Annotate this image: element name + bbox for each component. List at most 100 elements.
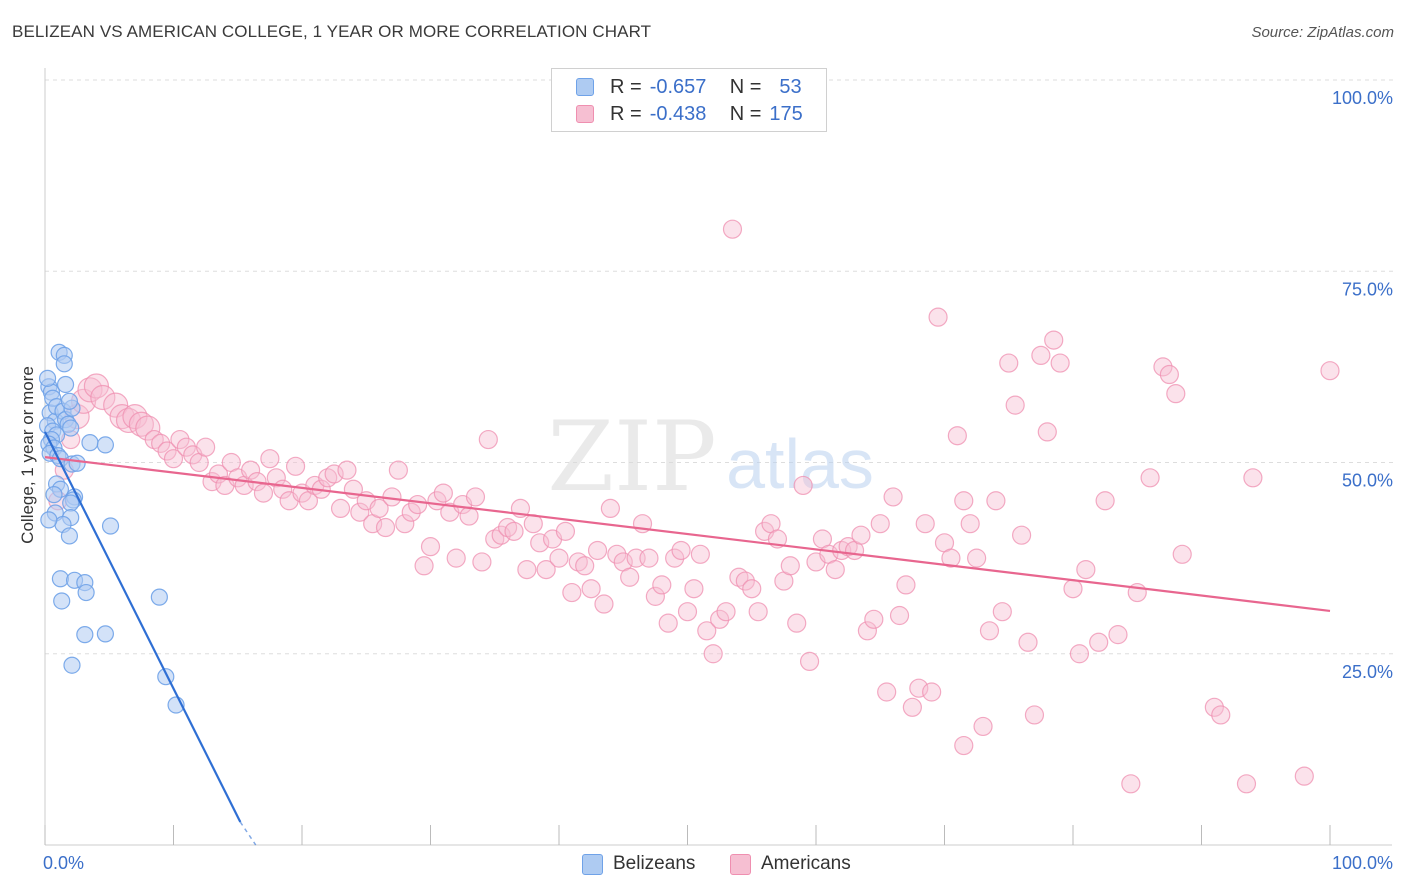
american-point [607, 544, 627, 564]
y-tick-label: 75.0% [1342, 279, 1393, 299]
american-point [1204, 697, 1224, 717]
belizean-point [77, 583, 95, 602]
belizean-point [38, 369, 57, 387]
chart-title: BELIZEAN VS AMERICAN COLLEGE, 1 YEAR OR … [12, 22, 652, 41]
american-point [877, 682, 897, 702]
american-point [1159, 364, 1179, 385]
american-point [1140, 468, 1160, 488]
american-point [1076, 559, 1096, 580]
belizean-point [45, 486, 63, 504]
n-value: 53 [779, 75, 802, 98]
belizean-point [96, 436, 114, 454]
american-point [902, 697, 922, 717]
american-point [536, 559, 556, 580]
belizean-point [53, 592, 71, 610]
american-point [864, 609, 884, 629]
y-tick-label: 50.0% [1342, 471, 1393, 491]
belizean-point [96, 625, 114, 643]
belizeans-trendline [44, 431, 242, 823]
american-point [388, 460, 408, 480]
american-point [1294, 766, 1314, 786]
american-point [324, 464, 344, 484]
american-point [465, 487, 486, 507]
american-point [369, 498, 389, 518]
american-point [581, 579, 601, 599]
legend-row-belizeans: R = -0.657 N = 53 [576, 75, 802, 99]
american-point [1037, 422, 1057, 442]
american-point [780, 556, 800, 576]
american-point [915, 514, 935, 534]
r-label: R = [610, 75, 642, 98]
american-point [260, 449, 280, 469]
american-point [825, 559, 845, 580]
american-point [735, 571, 755, 591]
americans-legend-swatch [730, 853, 751, 875]
american-point [1211, 705, 1231, 725]
belizeans-trendline-extension [239, 821, 257, 846]
legend-item-belizeans: Belizeans [582, 852, 695, 876]
american-point [196, 437, 216, 457]
american-point [922, 682, 942, 702]
american-point [960, 514, 980, 534]
y-tick-label: 100.0% [1332, 88, 1393, 108]
belizeans-swatch [576, 78, 594, 96]
american-point [665, 548, 685, 568]
american-point [555, 521, 576, 541]
trendlines [44, 431, 1331, 846]
american-point [857, 621, 878, 641]
american-point [979, 621, 1000, 641]
american-point [703, 644, 723, 664]
american-point [716, 602, 736, 622]
n-label: N = [729, 75, 762, 98]
belizean-point [40, 511, 58, 529]
american-point [330, 498, 351, 518]
american-point [491, 525, 511, 545]
belizean-point [81, 434, 99, 452]
american-point [504, 521, 524, 541]
american-point [517, 559, 537, 580]
american-point [1166, 384, 1186, 404]
american-point [433, 483, 453, 503]
american-point [1320, 361, 1340, 381]
american-point [266, 468, 286, 488]
american-point [999, 353, 1019, 373]
american-point [1005, 395, 1025, 415]
belizeans-legend-swatch [582, 853, 603, 875]
belizean-point [76, 626, 94, 644]
american-point [928, 307, 948, 327]
american-point [1069, 644, 1090, 664]
american-point [446, 548, 466, 568]
y-tick-label: 25.0% [1342, 662, 1393, 682]
american-point [1024, 705, 1045, 725]
x-tick-label: 100.0% [1332, 853, 1393, 873]
american-point [954, 735, 974, 756]
american-point [883, 487, 903, 507]
belizean-point [60, 527, 79, 545]
american-point [1243, 468, 1263, 488]
american-point [350, 502, 370, 522]
american-point [241, 460, 261, 480]
american-point [163, 449, 184, 469]
american-point [677, 602, 698, 622]
american-point [337, 460, 357, 480]
american-point [1121, 774, 1141, 794]
american-point [722, 219, 743, 239]
american-point [1063, 579, 1083, 599]
belizean-point [62, 494, 80, 512]
american-point [710, 609, 730, 629]
american-point [1050, 353, 1070, 373]
belizeans-legend-label: Belizeans [613, 853, 696, 874]
belizean-point [150, 588, 168, 606]
american-point [176, 437, 196, 457]
american-point [90, 384, 116, 411]
american-point [992, 602, 1012, 622]
american-point [408, 494, 428, 515]
american-point [620, 567, 640, 587]
american-point [742, 579, 762, 599]
american-point [1108, 625, 1128, 645]
gridlines [45, 79, 1395, 655]
american-point [135, 415, 161, 441]
american-point [870, 514, 890, 534]
belizean-point [51, 570, 70, 588]
r-label: R = [610, 102, 642, 125]
